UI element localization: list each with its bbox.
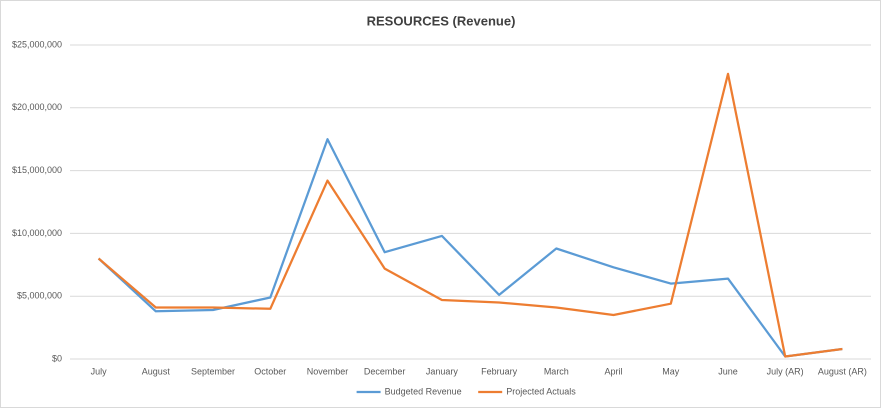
y-tick-label: $10,000,000 <box>12 228 62 238</box>
series-line <box>97 72 843 358</box>
x-tick-label: October <box>254 366 286 376</box>
x-tick-label: September <box>191 366 235 376</box>
x-tick-label: August <box>142 366 171 376</box>
x-tick-label: April <box>605 366 623 376</box>
legend-label: Projected Actuals <box>506 386 576 396</box>
x-tick-label: June <box>718 366 738 376</box>
x-tick-label: August (AR) <box>818 366 867 376</box>
x-tick-label: March <box>544 366 569 376</box>
x-tick-label: November <box>307 366 349 376</box>
y-tick-label: $15,000,000 <box>12 165 62 175</box>
y-tick-label: $20,000,000 <box>12 102 62 112</box>
y-tick-label: $0 <box>52 353 62 363</box>
x-tick-label: January <box>426 366 459 376</box>
x-tick-label: July (AR) <box>767 366 804 376</box>
x-tick-label: May <box>662 366 680 376</box>
chart-title: RESOURCES (Revenue) <box>367 13 516 28</box>
y-tick-label: $25,000,000 <box>12 39 62 49</box>
y-tick-label: $5,000,000 <box>17 291 62 301</box>
legend-label: Budgeted Revenue <box>385 386 462 396</box>
x-tick-label: December <box>364 366 406 376</box>
x-tick-label: February <box>481 366 518 376</box>
x-tick-label: July <box>91 366 108 376</box>
